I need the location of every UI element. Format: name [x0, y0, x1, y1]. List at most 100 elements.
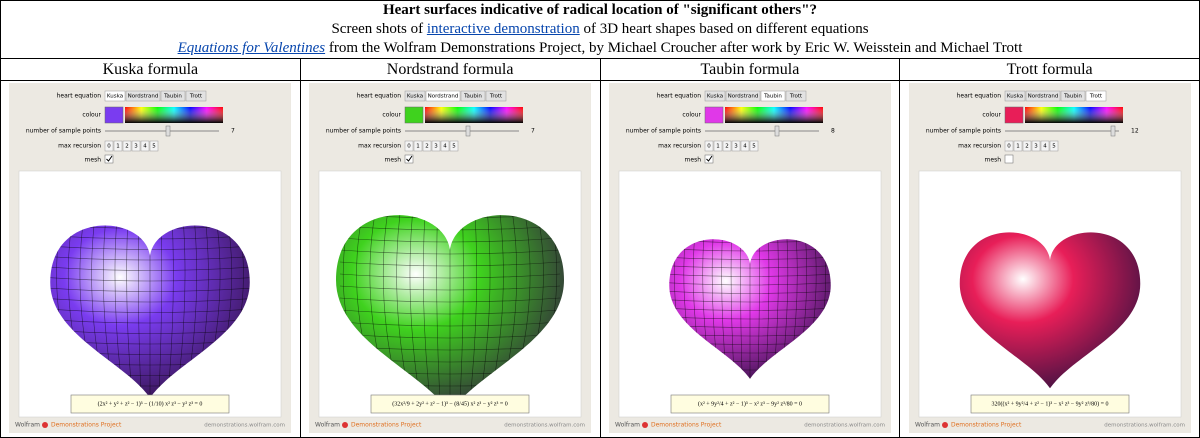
subtitle-link[interactable]: interactive demonstration	[426, 21, 580, 37]
screenshot: heart equation Kuska Nordstrand Taubin Trott…	[608, 83, 891, 433]
recursion-button	[1049, 140, 1058, 152]
formula-box	[970, 394, 1129, 414]
mesh-line	[340, 333, 561, 339]
slider-thumb	[774, 125, 780, 137]
credit-text: from the Wolfram Demonstrations Project,…	[328, 40, 1023, 56]
equation-button-label: Kuska	[1007, 94, 1023, 100]
mesh-line	[721, 239, 730, 379]
mesh-line	[423, 215, 432, 409]
mesh-line	[669, 297, 831, 303]
recursion-button	[722, 140, 732, 152]
equation-button	[186, 90, 207, 102]
screenshot: heart equation Kuska Nordstrand Taubin Trott…	[908, 83, 1191, 433]
equation-button-label: Nordstrand	[428, 94, 459, 100]
mesh-line	[740, 239, 744, 379]
footer-project: Demonstrations Project	[951, 422, 1022, 429]
heart	[959, 232, 1140, 389]
mesh-line	[763, 239, 770, 379]
mesh-check	[706, 155, 713, 162]
credit-link[interactable]: Equations for Valentines	[177, 40, 326, 56]
footer-project: Demonstrations Project	[651, 422, 722, 429]
recursion-button	[1031, 140, 1040, 152]
recursion-label: 5	[153, 144, 157, 150]
mesh-checkbox	[404, 154, 414, 164]
mesh-line	[50, 297, 251, 303]
recursion-label: 0	[1007, 144, 1011, 150]
column-header: Trott formula	[899, 58, 1200, 81]
footer-logo	[641, 422, 648, 428]
equation-button	[126, 90, 161, 102]
mesh-line	[669, 348, 831, 354]
footer-url: demonstrations.wolfram.com	[504, 423, 585, 429]
recursion-label: 2	[425, 144, 429, 150]
subtitle-text: Screen shots of	[331, 21, 424, 37]
recursion-button	[141, 140, 150, 152]
recursion-label: 3	[734, 144, 738, 150]
control-label: colour	[682, 112, 701, 119]
control-label: number of sample points	[626, 128, 701, 135]
mesh-line	[730, 239, 737, 379]
equation-button-label: Taubin	[1063, 94, 1082, 100]
control-label: max recursion	[59, 143, 102, 150]
screenshot-cell: heart equation Kuska Nordstrand Taubin Trott…	[0, 80, 301, 438]
mesh-line	[776, 239, 788, 379]
mesh-line	[669, 306, 831, 311]
recursion-label: 2	[1025, 144, 1029, 150]
mesh-line	[673, 239, 696, 379]
control-label: colour	[982, 112, 1001, 119]
equation-button	[1085, 90, 1106, 102]
recursion-button	[1004, 140, 1013, 152]
footer-logo	[342, 422, 349, 428]
recursion-button	[740, 140, 750, 152]
equation-button-label: Trott	[489, 94, 503, 100]
control-label: mesh	[684, 157, 701, 164]
recursion-label: 5	[752, 144, 756, 150]
recursion-button	[114, 140, 123, 152]
screenshot: heart equation Kuska Nordstrand Taubin Trott…	[9, 83, 292, 433]
slider-value: 7	[531, 128, 535, 135]
recursion-label: 0	[407, 144, 411, 150]
mesh-check	[406, 155, 413, 162]
recursion-label: 3	[434, 144, 438, 150]
colour-swatch	[704, 106, 724, 124]
footer-brand: Wolfram	[915, 422, 940, 429]
colour-bar-shade	[425, 107, 524, 123]
recursion-button	[150, 140, 159, 152]
recursion-button	[1013, 140, 1022, 152]
recursion-button	[404, 140, 414, 152]
slider-value: 12	[1131, 128, 1139, 135]
recursion-label: 1	[716, 144, 720, 150]
formula: (2x² + y² + z² − 1)³ − (1/10) x² z³ − y²…	[98, 400, 203, 407]
mesh-line	[669, 331, 831, 337]
colour-swatch	[105, 106, 124, 124]
control-label: mesh	[85, 157, 102, 164]
control-label: heart equation	[357, 93, 402, 100]
recursion-button	[440, 140, 450, 152]
mesh-checkbox	[704, 154, 714, 164]
slider-value: 8	[831, 128, 835, 135]
equation-button	[1060, 90, 1085, 102]
recursion-label: 4	[144, 144, 148, 150]
recursion-label: 4	[1043, 144, 1047, 150]
control-label: heart equation	[657, 93, 702, 100]
formula: (32x²/9 + 2y² + z² − 1)³ − (8/45) x² z³ …	[392, 400, 508, 407]
slider-thumb	[166, 125, 171, 137]
footer-logo	[941, 422, 948, 428]
recursion-button	[422, 140, 432, 152]
equation-button-label: Trott	[189, 94, 203, 100]
mesh-line	[469, 215, 478, 409]
equation-button	[425, 90, 461, 102]
mesh-line	[702, 239, 717, 379]
mesh-line	[158, 225, 163, 398]
equation-button-label: Nordstrand	[1027, 94, 1058, 100]
screenshot-cell: heart equation Kuska Nordstrand Taubin Trott…	[299, 80, 601, 438]
footer-url: demonstrations.wolfram.com	[804, 423, 885, 429]
equation-button-label: Kuska	[707, 94, 723, 100]
control-label: number of sample points	[925, 128, 1000, 135]
equation-button	[785, 90, 807, 102]
equation-button-label: Nordstrand	[128, 94, 159, 100]
title: Heart surfaces indicative of radical loc…	[382, 2, 818, 18]
mesh-grid	[669, 239, 831, 379]
formula-box	[370, 394, 530, 414]
